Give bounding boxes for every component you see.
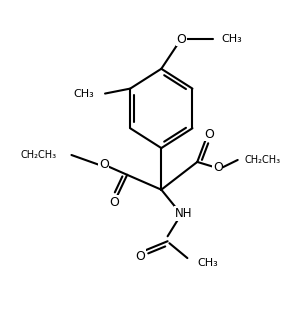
Text: CH₂CH₃: CH₂CH₃ [245,155,281,165]
Text: O: O [204,128,214,141]
Text: O: O [99,158,109,171]
Text: O: O [176,33,186,45]
Text: CH₂CH₃: CH₂CH₃ [21,150,57,160]
Text: O: O [136,250,146,262]
Text: O: O [109,196,119,209]
Text: CH₃: CH₃ [222,34,242,44]
Text: O: O [213,161,223,174]
Text: CH₃: CH₃ [74,89,94,99]
Text: CH₃: CH₃ [197,258,218,268]
Text: NH: NH [175,207,193,220]
